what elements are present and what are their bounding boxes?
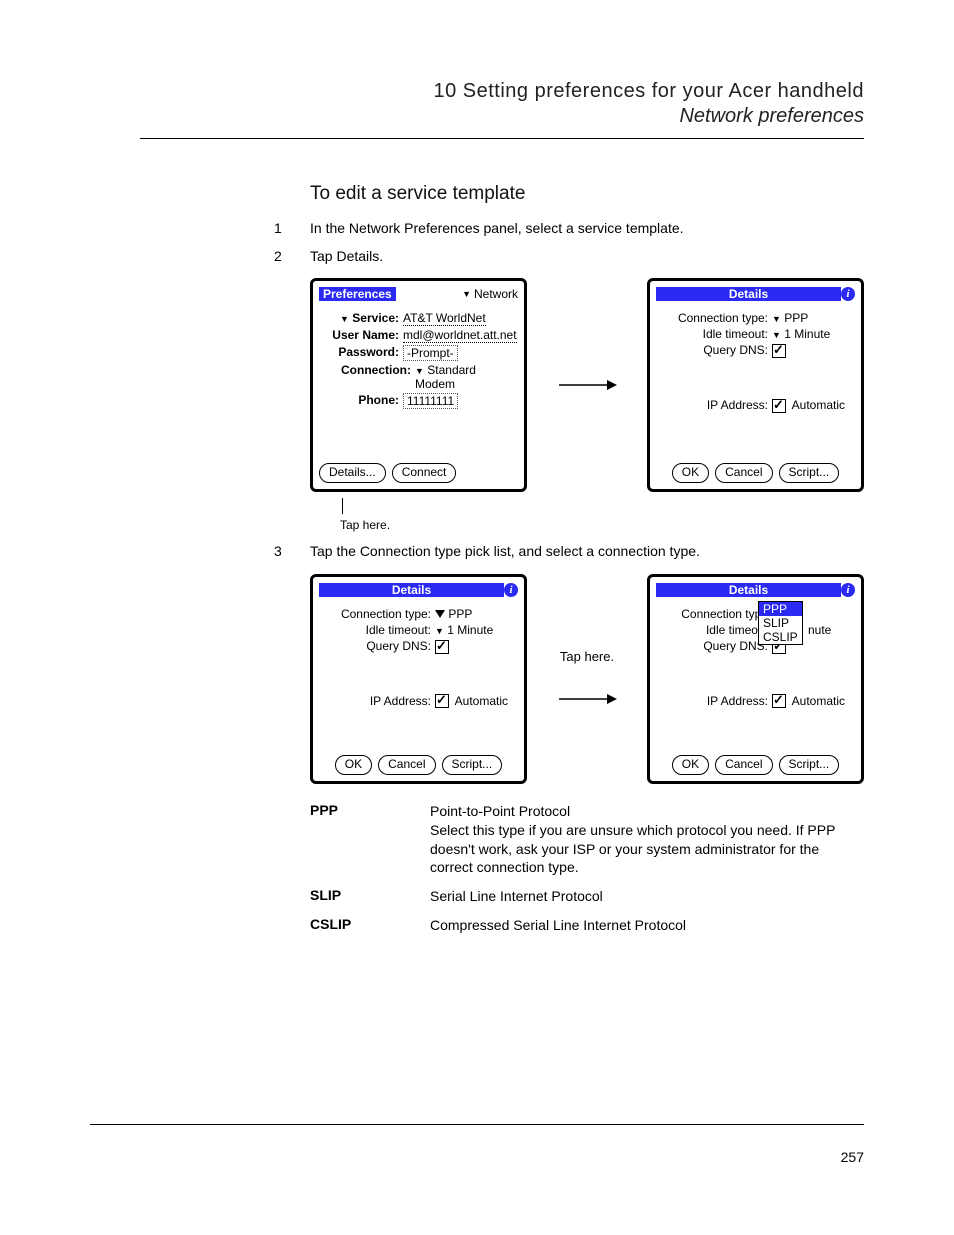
conn-type-label: Connection type: xyxy=(656,311,772,325)
header-section: Network preferences xyxy=(310,105,864,128)
connection-value[interactable]: ▼ Standard Modem xyxy=(415,363,518,391)
script-button[interactable]: Script... xyxy=(442,755,503,775)
details-title: Details xyxy=(656,583,841,597)
info-icon[interactable]: i xyxy=(504,583,518,597)
ok-button[interactable]: OK xyxy=(672,755,709,775)
details-button[interactable]: Details... xyxy=(319,463,386,483)
ip-value[interactable]: Automatic xyxy=(772,398,845,413)
idle-value[interactable]: ▼ 1 Minute xyxy=(772,327,830,341)
arrow-2: Tap here. xyxy=(557,649,617,708)
dropdown-arrow-icon xyxy=(435,610,445,620)
footer-rule xyxy=(90,1124,864,1125)
querydns-label: Query DNS: xyxy=(319,639,435,653)
querydns-label: Query DNS: xyxy=(656,343,772,357)
dropdown-opt-cslip[interactable]: CSLIP xyxy=(759,630,802,644)
querydns-checkbox[interactable] xyxy=(772,343,789,358)
connect-button[interactable]: Connect xyxy=(392,463,457,483)
prefs-title: Preferences xyxy=(319,287,396,301)
password-value[interactable]: -Prompt- xyxy=(403,345,458,361)
connection-label: Connection: xyxy=(319,363,415,377)
step-number: 3 xyxy=(274,542,310,562)
dropdown-opt-ppp[interactable]: PPP xyxy=(759,602,802,616)
step-1: 1 In the Network Preferences panel, sele… xyxy=(310,219,864,239)
def-term-cslip: CSLIP xyxy=(310,916,430,935)
page-number: 257 xyxy=(841,1149,864,1165)
querydns-label: Query DNS: xyxy=(656,639,772,653)
conn-type-value[interactable]: ▼ PPP xyxy=(772,311,808,325)
idle-value[interactable]: ▼ 1 Minute xyxy=(435,623,493,637)
step-text: Tap Details. xyxy=(310,247,864,267)
cancel-button[interactable]: Cancel xyxy=(378,755,435,775)
protocol-definitions: PPP Point-to-Point Protocol Select this … xyxy=(310,802,864,935)
ok-button[interactable]: OK xyxy=(335,755,372,775)
info-icon[interactable]: i xyxy=(841,583,855,597)
username-value[interactable]: mdl@worldnet.att.net xyxy=(403,328,517,343)
tap-here-caption-1: Tap here. xyxy=(310,498,864,532)
figure-row-2: Details i Connection type: PPP Idle time… xyxy=(310,574,864,784)
ip-label: IP Address: xyxy=(656,398,772,412)
header-chapter: 10 Setting preferences for your Acer han… xyxy=(310,80,864,103)
info-icon[interactable]: i xyxy=(841,287,855,301)
ip-value[interactable]: Automatic xyxy=(772,694,845,709)
phone-value[interactable]: 11111111 xyxy=(403,393,458,409)
def-term-ppp: PPP xyxy=(310,802,430,878)
conn-type-value[interactable]: PPP xyxy=(435,607,472,621)
service-value[interactable]: AT&T WorldNet xyxy=(403,311,486,326)
cancel-button[interactable]: Cancel xyxy=(715,755,772,775)
arrow-1 xyxy=(557,376,617,394)
page-header: 10 Setting preferences for your Acer han… xyxy=(310,80,864,128)
tap-here-caption-2: Tap here. xyxy=(560,649,614,664)
def-desc-cslip: Compressed Serial Line Internet Protocol xyxy=(430,916,864,935)
script-button[interactable]: Script... xyxy=(779,463,840,483)
dropdown-opt-slip[interactable]: SLIP xyxy=(759,616,802,630)
conn-type-dropdown[interactable]: PPP SLIP CSLIP xyxy=(758,601,803,645)
details-screen-3: Details i Connection type Idle timeout n… xyxy=(647,574,864,784)
step-text: In the Network Preferences panel, select… xyxy=(310,219,864,239)
conn-type-label: Connection type xyxy=(656,607,772,621)
idle-label: Idle timeout xyxy=(656,623,772,637)
details-screen-2: Details i Connection type: PPP Idle time… xyxy=(310,574,527,784)
arrow-icon xyxy=(557,690,617,708)
cancel-button[interactable]: Cancel xyxy=(715,463,772,483)
script-button[interactable]: Script... xyxy=(779,755,840,775)
step-3: 3 Tap the Connection type pick list, and… xyxy=(310,542,864,562)
arrow-icon xyxy=(557,376,617,394)
password-label: Password: xyxy=(319,345,403,359)
section-title: To edit a service template xyxy=(310,183,864,205)
details-title: Details xyxy=(656,287,841,301)
phone-label: Phone: xyxy=(319,393,403,407)
ok-button[interactable]: OK xyxy=(672,463,709,483)
header-rule xyxy=(140,138,864,139)
step-number: 1 xyxy=(274,219,310,239)
ip-label: IP Address: xyxy=(656,694,772,708)
step-text: Tap the Connection type pick list, and s… xyxy=(310,542,864,562)
step-number: 2 xyxy=(274,247,310,267)
preferences-screen: Preferences ▼ Network ▼ Service: AT&T Wo… xyxy=(310,278,527,492)
step-2: 2 Tap Details. xyxy=(310,247,864,267)
def-desc-slip: Serial Line Internet Protocol xyxy=(430,887,864,906)
idle-label: Idle timeout: xyxy=(319,623,435,637)
details-title: Details xyxy=(319,583,504,597)
ip-value[interactable]: Automatic xyxy=(435,694,508,709)
service-label: ▼ Service: xyxy=(319,311,403,325)
figure-row-1: Preferences ▼ Network ▼ Service: AT&T Wo… xyxy=(310,278,864,492)
def-desc-ppp: Point-to-Point Protocol Select this type… xyxy=(430,802,864,878)
def-term-slip: SLIP xyxy=(310,887,430,906)
ip-label: IP Address: xyxy=(319,694,435,708)
querydns-checkbox[interactable] xyxy=(435,639,452,654)
username-label: User Name: xyxy=(319,328,403,342)
details-screen: Details i Connection type: ▼ PPP Idle ti… xyxy=(647,278,864,492)
idle-label: Idle timeout: xyxy=(656,327,772,341)
prefs-menu[interactable]: ▼ Network xyxy=(462,287,518,301)
conn-type-label: Connection type: xyxy=(319,607,435,621)
